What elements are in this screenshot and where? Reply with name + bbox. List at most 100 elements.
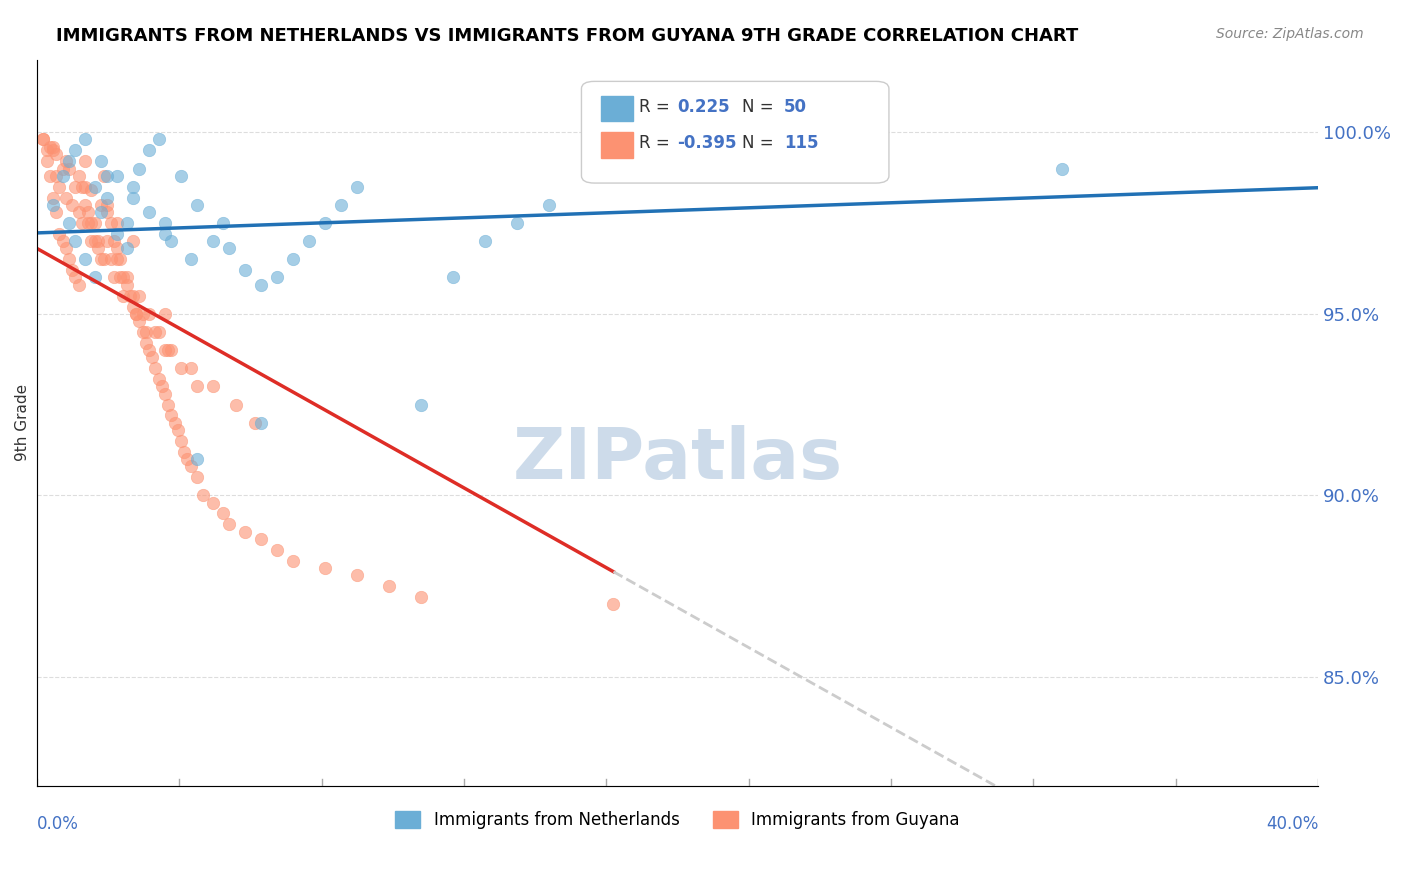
Point [80, 183, 103, 197]
Text: R =: R = [640, 98, 669, 116]
Point [52, 234, 75, 248]
Point [148, 325, 170, 339]
Point [103, 270, 125, 285]
Point [233, 524, 256, 539]
Point [411, 398, 433, 412]
Point [346, 568, 368, 582]
FancyBboxPatch shape [582, 81, 889, 183]
Point [58, 216, 80, 230]
Point [122, 179, 145, 194]
Point [32, 132, 55, 146]
Point [186, 452, 208, 467]
Point [103, 234, 125, 248]
Point [73, 154, 96, 169]
Text: 0.0%: 0.0% [37, 814, 79, 833]
Point [77, 205, 100, 219]
Point [314, 216, 336, 230]
Point [202, 379, 225, 393]
Point [193, 488, 215, 502]
Point [48, 227, 70, 241]
Point [138, 343, 160, 357]
Point [77, 216, 100, 230]
Point [65, 179, 87, 194]
Point [87, 241, 110, 255]
Point [67, 277, 90, 292]
Text: N =: N = [741, 134, 773, 153]
Point [112, 270, 135, 285]
Point [55, 154, 77, 169]
Point [163, 416, 186, 430]
Point [186, 379, 208, 393]
Point [128, 161, 150, 176]
Point [148, 132, 170, 146]
Point [60, 198, 83, 212]
Point [52, 169, 75, 183]
Point [83, 216, 105, 230]
Point [186, 470, 208, 484]
Point [138, 205, 160, 219]
Point [202, 495, 225, 509]
Point [170, 434, 193, 448]
Point [250, 277, 273, 292]
Point [96, 198, 118, 212]
Point [60, 263, 83, 277]
Point [45, 147, 67, 161]
Point [122, 300, 145, 314]
Point [32, 132, 55, 146]
Point [153, 307, 176, 321]
Point [160, 409, 183, 423]
Point [283, 252, 305, 267]
Point [96, 190, 118, 204]
Point [105, 252, 128, 267]
Point [105, 216, 128, 230]
Point [148, 372, 170, 386]
Point [125, 307, 148, 321]
Point [180, 361, 202, 376]
Point [58, 252, 80, 267]
Point [135, 335, 157, 350]
Point [105, 169, 128, 183]
Point [90, 205, 112, 219]
Point [80, 234, 103, 248]
Point [115, 277, 138, 292]
Point [48, 179, 70, 194]
Point [65, 234, 87, 248]
Point [128, 314, 150, 328]
Point [90, 198, 112, 212]
Text: N =: N = [741, 98, 773, 116]
Point [506, 216, 529, 230]
Point [218, 517, 240, 532]
Point [122, 190, 145, 204]
Text: 40.0%: 40.0% [1265, 814, 1319, 833]
Point [118, 288, 141, 302]
Text: 50: 50 [785, 98, 807, 116]
Point [65, 270, 87, 285]
Point [153, 227, 176, 241]
Point [90, 252, 112, 267]
Point [35, 144, 58, 158]
Point [173, 444, 195, 458]
Point [105, 241, 128, 255]
Point [122, 234, 145, 248]
Text: 115: 115 [785, 134, 818, 153]
Point [314, 561, 336, 575]
Point [218, 241, 240, 255]
Point [38, 169, 60, 183]
Point [58, 154, 80, 169]
Point [80, 216, 103, 230]
Point [170, 361, 193, 376]
Point [115, 216, 138, 230]
Point [202, 234, 225, 248]
Point [100, 252, 122, 267]
Point [145, 361, 167, 376]
Point [138, 144, 160, 158]
Point [105, 227, 128, 241]
Point [70, 216, 93, 230]
Point [93, 252, 115, 267]
Point [378, 579, 401, 593]
Point [474, 234, 496, 248]
Point [180, 252, 202, 267]
Point [110, 252, 132, 267]
Point [602, 597, 624, 611]
Point [150, 379, 173, 393]
